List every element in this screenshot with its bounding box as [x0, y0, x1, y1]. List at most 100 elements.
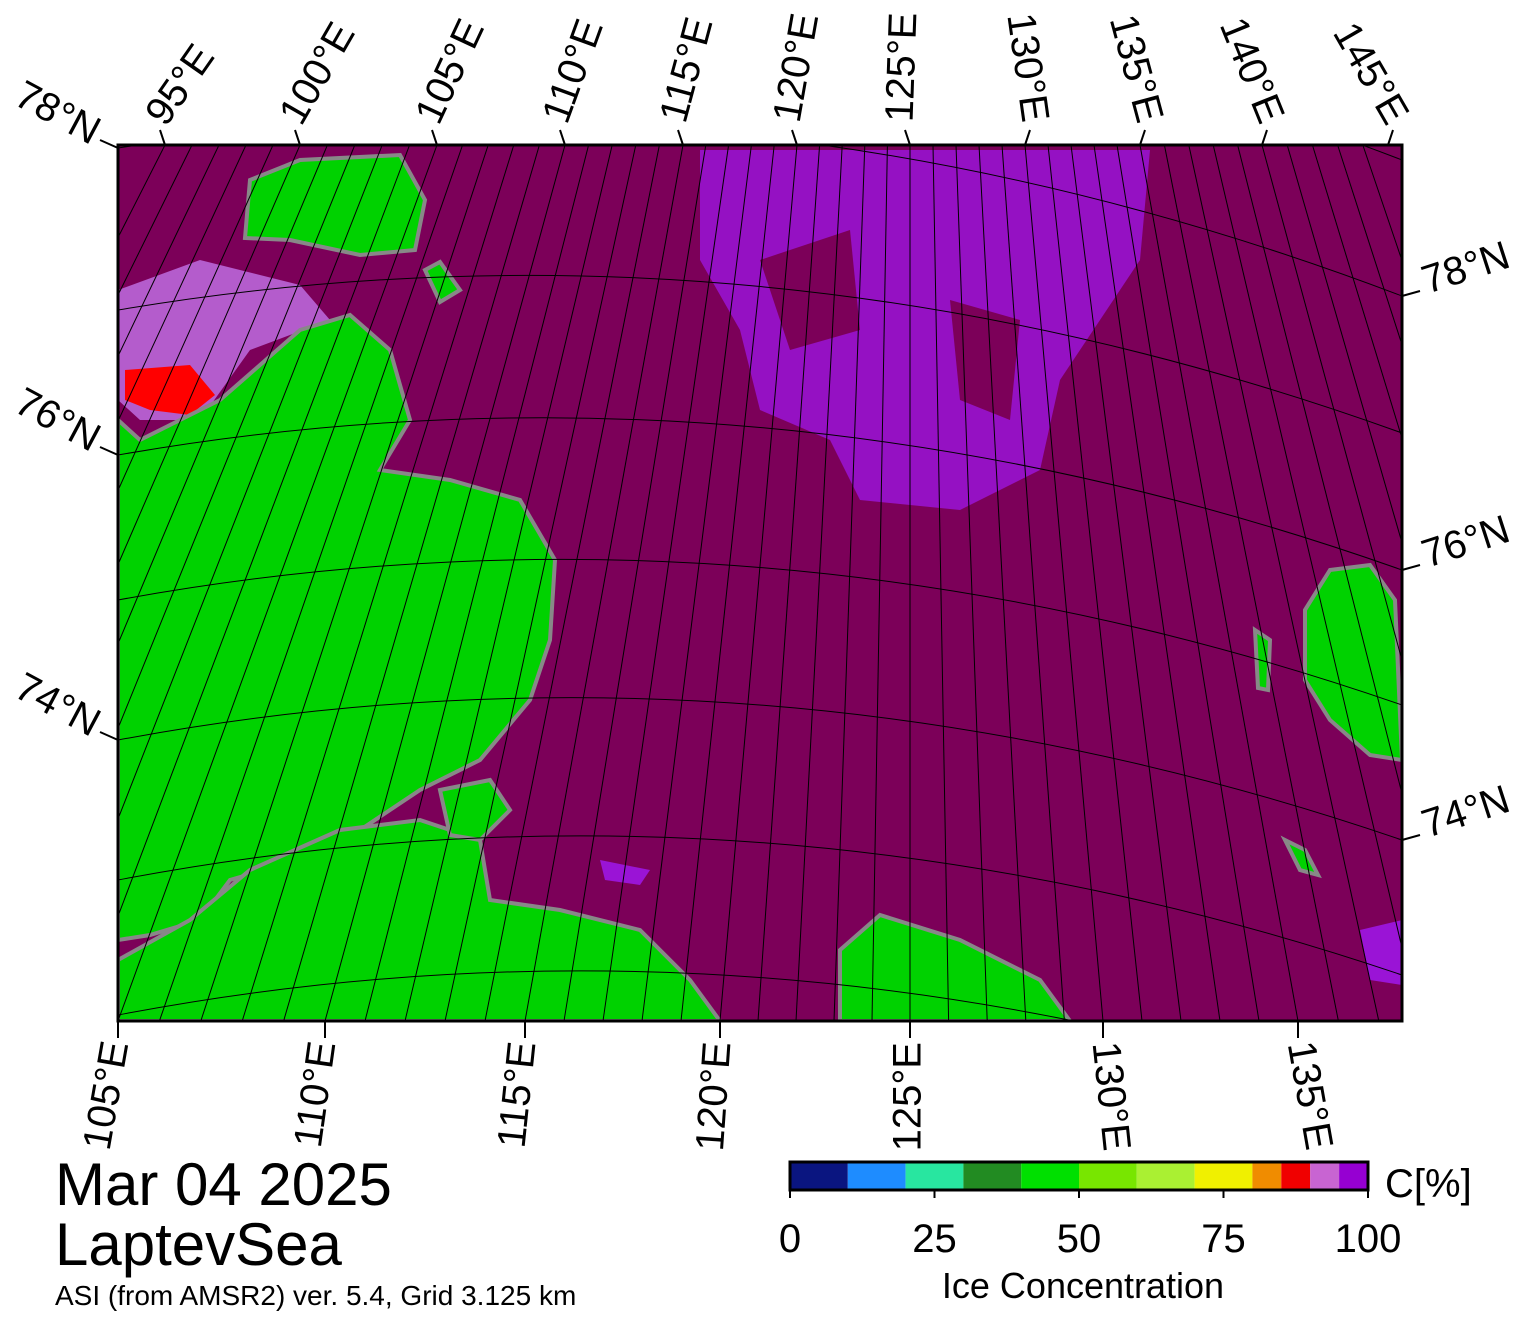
bottom-label: 135°E [1279, 1038, 1341, 1153]
meridian [1188, 145, 1380, 1021]
meridian [158, 145, 464, 1021]
top-label: 95°E [137, 37, 223, 134]
tick [904, 129, 911, 146]
top-label: 145°E [1324, 15, 1417, 132]
meridian [200, 145, 489, 1021]
meridian [118, 145, 301, 566]
meridian [404, 145, 613, 1021]
tick [1261, 129, 1268, 146]
meridian [118, 145, 411, 918]
sea-within-ice [760, 230, 1020, 420]
meridian [955, 145, 988, 1021]
colorbar-tick-label: 0 [779, 1217, 801, 1261]
meridian [118, 145, 220, 358]
meridian [932, 145, 950, 1021]
parallel [118, 697, 1402, 841]
meridian [484, 145, 660, 1021]
meridian [680, 145, 775, 1021]
meridian [118, 145, 383, 821]
meridian [524, 145, 684, 1021]
tick [1401, 834, 1421, 841]
tick [677, 129, 684, 146]
tick [99, 731, 119, 741]
tick [1024, 129, 1031, 146]
parallel [118, 274, 1402, 434]
bottom-label: 120°E [688, 1040, 740, 1152]
right-label: 76°N [1416, 507, 1515, 576]
source: ASI (from AMSR2) ver. 5.4, Grid 3.125 km [55, 1280, 576, 1311]
meridian [795, 145, 843, 1021]
top-label: 100°E [271, 15, 364, 132]
meridian [241, 145, 515, 1021]
meridian [871, 145, 888, 1021]
meridian [118, 145, 247, 423]
meridian [1139, 145, 1299, 1021]
colorbar-bin [1281, 1162, 1311, 1190]
meridian [641, 145, 752, 1021]
meridian [118, 145, 438, 1021]
region: LaptevSea [55, 1211, 343, 1278]
right-label: 78°N [1416, 233, 1515, 302]
bottom-label: 115°E [490, 1039, 545, 1149]
top-label: 110°E [534, 14, 612, 129]
top-label: 140°E [1211, 11, 1293, 129]
tick [1401, 564, 1421, 571]
meridian [602, 145, 730, 1021]
colorbar-bin [1252, 1162, 1282, 1190]
map-frame [116, 143, 1404, 1023]
meridian [444, 145, 637, 1021]
left-label: 76°N [8, 379, 108, 460]
colorbar-bin [963, 1162, 1022, 1190]
top-label: 120°E [765, 10, 827, 125]
top-label: 105°E [407, 13, 493, 131]
colorbar-tick-label: 75 [1201, 1217, 1246, 1261]
graticule [118, 145, 1402, 1021]
tick [159, 129, 166, 146]
tick [431, 129, 438, 146]
parallel [118, 145, 1402, 297]
tick [1401, 290, 1421, 297]
meridian [1337, 145, 1402, 347]
tick [294, 129, 301, 146]
top-label: 115°E [651, 13, 721, 127]
left-label: 78°N [8, 72, 108, 153]
meridian [833, 145, 866, 1021]
meridian [1001, 145, 1065, 1021]
meridian [1024, 145, 1104, 1021]
colorbar-bin [1194, 1162, 1253, 1190]
tick [99, 139, 119, 149]
colorbar-bin [905, 1162, 964, 1190]
colorbar-tick-label: 25 [912, 1217, 957, 1261]
parallel [118, 417, 1402, 571]
meridian [283, 145, 540, 1021]
meridian [118, 145, 356, 730]
top-label: 125°E [878, 12, 926, 123]
tick [1139, 129, 1146, 146]
meridian [1212, 145, 1402, 951]
meridian [1093, 145, 1221, 1021]
meridian [1070, 145, 1182, 1021]
parallel [118, 835, 1402, 976]
tick [99, 446, 119, 456]
colorbar-bin [1339, 1162, 1368, 1190]
meridian [719, 145, 798, 1021]
map [118, 145, 1402, 1021]
tick [559, 129, 566, 146]
meridian [1286, 145, 1402, 545]
meridian [1163, 145, 1339, 1021]
meridian [118, 145, 328, 646]
colorbar-bin [1136, 1162, 1195, 1190]
tick [791, 129, 798, 146]
colorbar-tick-label: 100 [1335, 1217, 1402, 1261]
tick [1387, 129, 1394, 146]
bottom-label: 125°E [886, 1042, 930, 1151]
parallel [118, 558, 1402, 706]
colorbar-bin [790, 1162, 848, 1190]
ice-high [125, 365, 215, 415]
meridian [118, 145, 274, 492]
meridian [1116, 145, 1260, 1021]
meridian [1261, 145, 1402, 663]
meridian [757, 145, 821, 1021]
meridian [1047, 145, 1143, 1021]
